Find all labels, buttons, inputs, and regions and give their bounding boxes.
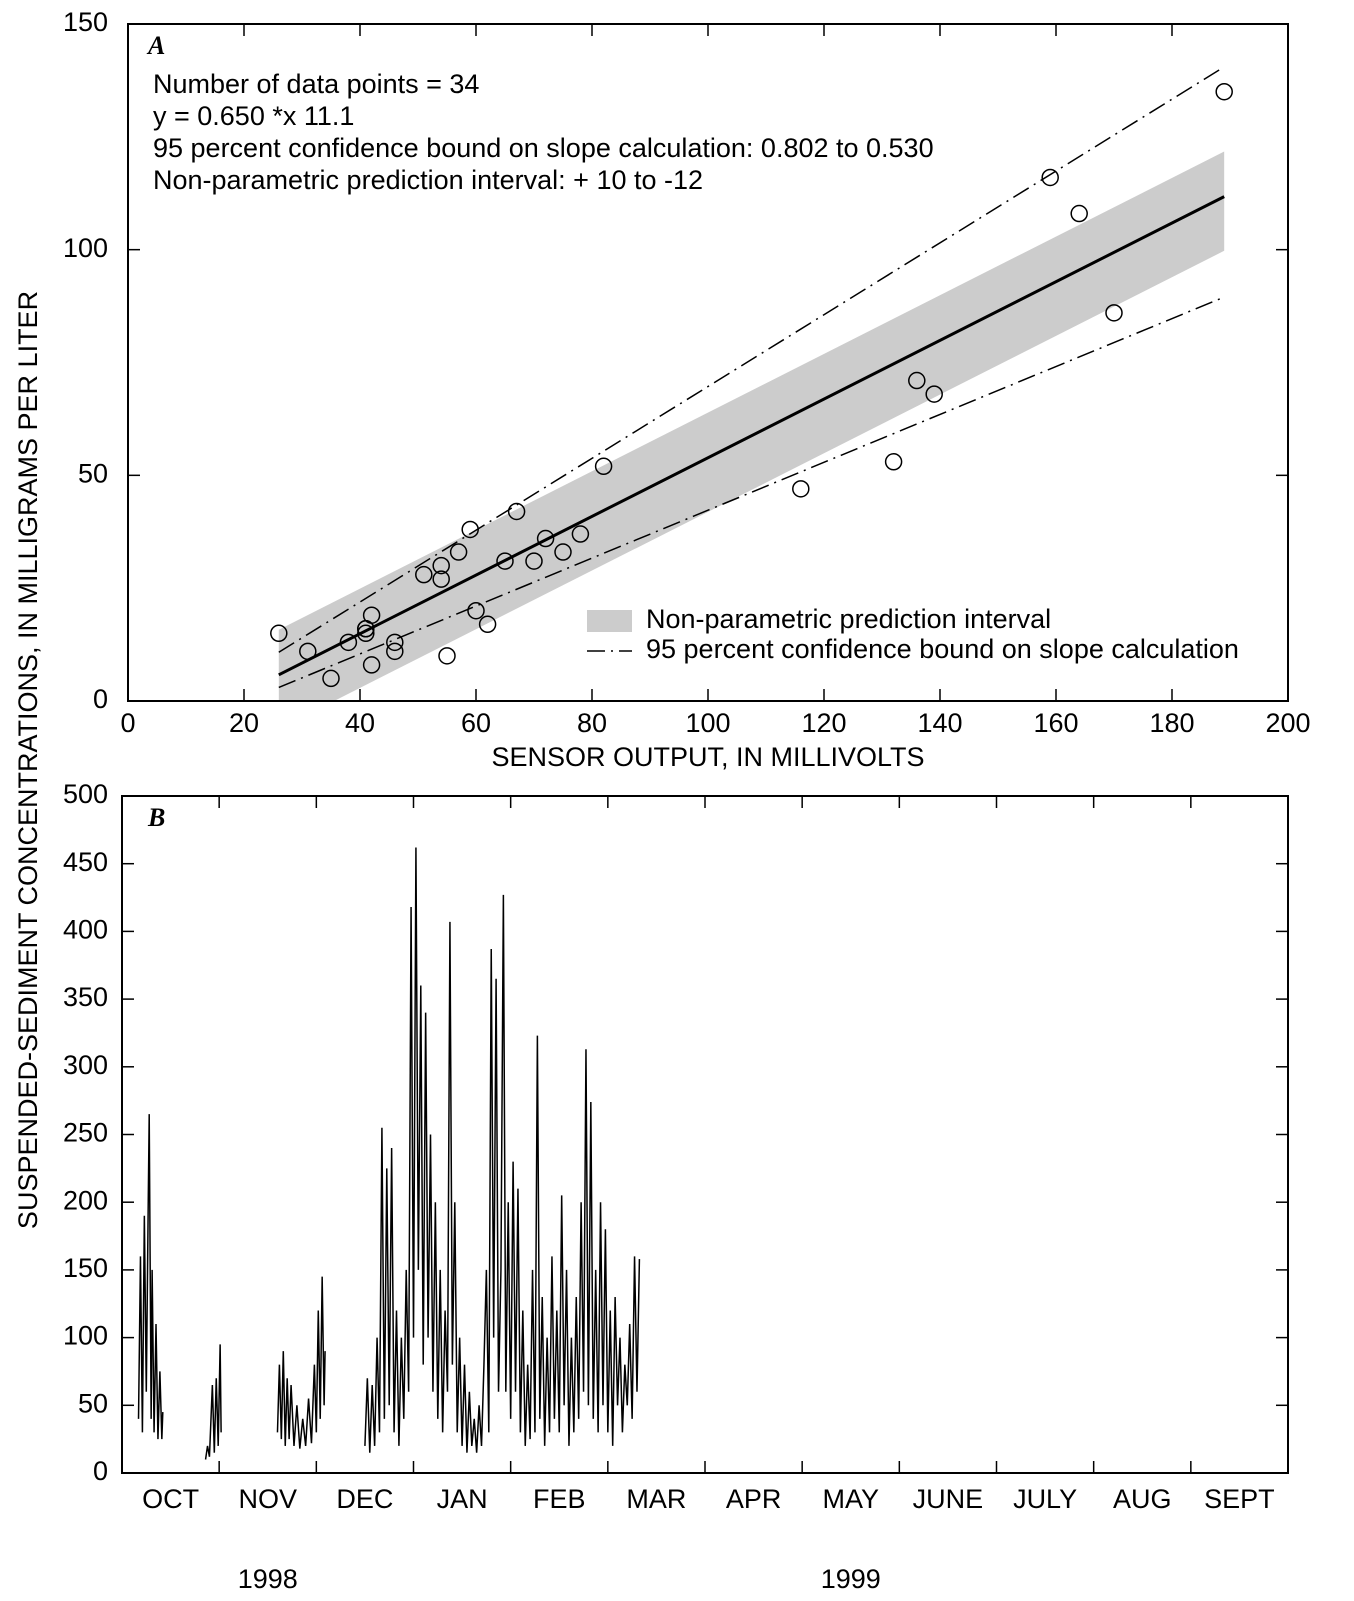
legend-label: 95 percent confidence bound on slope cal… bbox=[646, 634, 1239, 664]
x-tick-label: 20 bbox=[229, 708, 259, 738]
x-tick-label: DEC bbox=[336, 1484, 393, 1514]
y-tick-label: 50 bbox=[78, 1388, 108, 1418]
data-point bbox=[925, 385, 943, 403]
data-point bbox=[362, 656, 381, 674]
x-tick-label: 40 bbox=[345, 708, 375, 738]
data-point bbox=[270, 624, 288, 643]
data-point bbox=[1105, 304, 1123, 322]
data-point bbox=[432, 570, 450, 588]
data-point bbox=[357, 624, 375, 643]
x-tick-label: FEB bbox=[533, 1484, 586, 1514]
x-tick-label: OCT bbox=[142, 1484, 199, 1514]
y-tick-label: 400 bbox=[63, 915, 108, 945]
data-point bbox=[496, 552, 514, 570]
x-tick-label: 0 bbox=[120, 708, 135, 738]
x-axis-label: SENSOR OUTPUT, IN MILLIVOLTS bbox=[491, 742, 924, 772]
annotation: y = 0.650 *x 11.1 bbox=[153, 101, 354, 131]
y-tick-label: 200 bbox=[63, 1185, 108, 1215]
data-point bbox=[438, 647, 456, 665]
data-point bbox=[449, 543, 468, 561]
y-tick-label: 150 bbox=[63, 1253, 108, 1283]
legend-label: Non-parametric prediction interval bbox=[646, 604, 1051, 634]
data-point bbox=[322, 669, 340, 688]
x-tick-label: JAN bbox=[437, 1484, 488, 1514]
data-line bbox=[137, 847, 641, 1460]
annotation: Number of data points = 34 bbox=[153, 69, 479, 99]
x-tick-label: SEPT bbox=[1204, 1484, 1275, 1514]
year-label: 1998 bbox=[238, 1564, 298, 1594]
data-point bbox=[299, 642, 317, 661]
annotation: Non-parametric prediction interval: + 10… bbox=[153, 165, 703, 195]
y-tick-label: 450 bbox=[63, 847, 108, 877]
data-point bbox=[554, 543, 572, 561]
data-point bbox=[386, 642, 404, 661]
data-point bbox=[461, 520, 479, 539]
x-tick-label: 60 bbox=[461, 708, 491, 738]
x-tick-label: 180 bbox=[1149, 708, 1194, 738]
data-point bbox=[386, 633, 404, 652]
data-point bbox=[432, 556, 450, 575]
x-tick-label: 160 bbox=[1033, 708, 1078, 738]
year-label: 1999 bbox=[821, 1564, 881, 1594]
y-tick-label: 300 bbox=[63, 1050, 108, 1080]
data-point bbox=[525, 552, 543, 570]
data-point bbox=[1070, 204, 1088, 223]
x-tick-label: JUNE bbox=[913, 1484, 984, 1514]
x-tick-label: MAY bbox=[822, 1484, 879, 1514]
y-tick-label: 100 bbox=[63, 1321, 108, 1351]
regression-line bbox=[278, 195, 1225, 677]
y-tick-label: 0 bbox=[93, 684, 108, 714]
x-tick-label: 140 bbox=[917, 708, 962, 738]
data-point bbox=[884, 453, 903, 471]
data-point bbox=[478, 615, 497, 634]
x-tick-label: 80 bbox=[577, 708, 607, 738]
y-tick-label: 500 bbox=[63, 779, 108, 809]
data-point bbox=[362, 606, 381, 624]
data-point bbox=[1215, 82, 1233, 101]
data-point bbox=[1041, 168, 1059, 187]
x-tick-label: 200 bbox=[1265, 708, 1310, 738]
panel-label: A bbox=[146, 31, 165, 60]
plot-area bbox=[278, 66, 1225, 701]
confidence-bound bbox=[278, 66, 1225, 653]
data-point bbox=[792, 480, 810, 498]
x-tick-label: 100 bbox=[685, 708, 730, 738]
panel-label: B bbox=[147, 803, 165, 832]
y-tick-label: 250 bbox=[63, 1118, 108, 1148]
y-axis-label: SUSPENDED-SEDIMENT CONCENTRATIONS, IN MI… bbox=[13, 291, 43, 1229]
prediction-band bbox=[278, 151, 1225, 701]
legend-swatch bbox=[587, 610, 632, 632]
x-tick-label: AUG bbox=[1113, 1484, 1172, 1514]
data-point bbox=[536, 529, 555, 548]
plot-frame bbox=[121, 795, 1289, 1474]
y-tick-label: 150 bbox=[63, 7, 108, 37]
x-tick-label: MAR bbox=[626, 1484, 686, 1514]
x-tick-label: 120 bbox=[801, 708, 846, 738]
data-point bbox=[339, 633, 358, 652]
confidence-bound bbox=[278, 296, 1225, 689]
y-tick-label: 100 bbox=[63, 233, 108, 263]
x-tick-label: JULY bbox=[1013, 1484, 1077, 1514]
data-point bbox=[594, 457, 613, 476]
data-point bbox=[467, 601, 485, 620]
x-tick-label: APR bbox=[726, 1484, 782, 1514]
y-tick-label: 0 bbox=[93, 1456, 108, 1486]
annotation: 95 percent confidence bound on slope cal… bbox=[153, 133, 934, 163]
data-point bbox=[571, 525, 590, 543]
x-tick-label: NOV bbox=[238, 1484, 297, 1514]
data-point bbox=[415, 565, 433, 584]
y-tick-label: 350 bbox=[63, 982, 108, 1012]
data-point bbox=[908, 371, 926, 390]
data-point bbox=[507, 502, 526, 521]
y-tick-label: 50 bbox=[78, 458, 108, 488]
